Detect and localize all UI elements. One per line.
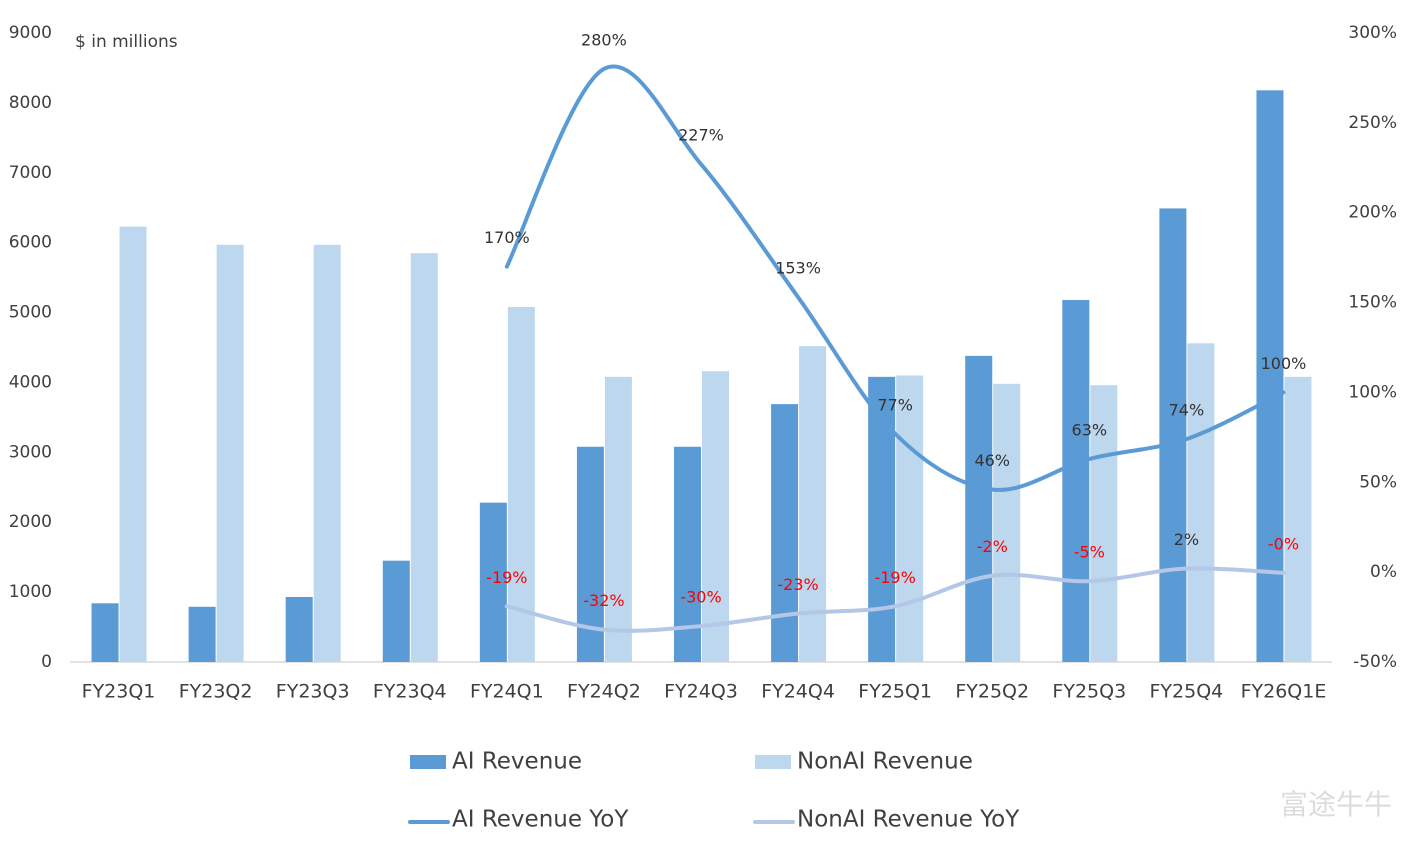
y-tick-label: 7000: [9, 163, 52, 183]
bar: [91, 603, 119, 662]
y-tick-label: 4000: [9, 372, 52, 392]
bar: [799, 346, 827, 662]
legend-swatch: [410, 755, 446, 769]
bar: [410, 253, 438, 662]
data-label: -5%: [1074, 543, 1105, 562]
data-label: -23%: [777, 575, 818, 594]
y2-tick-label: -50%: [1353, 652, 1397, 672]
x-tick-label: FY26Q1E: [1241, 681, 1327, 703]
data-label: 46%: [974, 451, 1010, 470]
annotation: $ in millions: [75, 32, 178, 52]
bar: [1187, 343, 1215, 662]
data-label: 74%: [1169, 401, 1205, 420]
y2-tick-label: 300%: [1348, 23, 1397, 43]
y2-tick-label: 50%: [1359, 472, 1397, 492]
bar: [771, 404, 799, 662]
x-tick-label: FY25Q4: [1150, 681, 1224, 703]
data-label: -0%: [1268, 534, 1299, 553]
bar: [604, 376, 632, 662]
data-label: -19%: [874, 568, 915, 587]
bar: [119, 226, 147, 662]
x-tick-label: FY24Q4: [761, 681, 835, 703]
y2-tick-label: 250%: [1348, 113, 1397, 133]
bar: [868, 376, 896, 662]
x-tick-label: FY23Q2: [179, 681, 253, 703]
x-tick-label: FY23Q4: [373, 681, 447, 703]
bar: [993, 383, 1021, 662]
data-label: -2%: [977, 537, 1008, 556]
bar: [313, 244, 341, 662]
x-tick-label: FY24Q1: [470, 681, 544, 703]
legend-label: AI Revenue YoY: [452, 807, 629, 833]
watermark: 富途牛牛: [1280, 788, 1392, 821]
data-label: -19%: [486, 568, 527, 587]
y-tick-label: 0: [41, 652, 52, 672]
x-tick-label: FY25Q3: [1052, 681, 1126, 703]
bar: [965, 355, 993, 662]
y-tick-label: 2000: [9, 512, 52, 532]
legend-label: NonAI Revenue YoY: [797, 807, 1020, 833]
legend-swatch: [755, 755, 791, 769]
data-label: 227%: [678, 126, 724, 145]
bar: [1090, 385, 1118, 662]
data-label: 63%: [1072, 420, 1108, 439]
y-tick-label: 6000: [9, 233, 52, 253]
y-tick-label: 1000: [9, 582, 52, 602]
x-tick-label: FY24Q2: [567, 681, 641, 703]
data-label: -32%: [583, 591, 624, 610]
x-tick-label: FY23Q1: [82, 681, 156, 703]
x-tick-label: FY23Q3: [276, 681, 350, 703]
bar: [216, 244, 244, 662]
bar: [188, 606, 216, 662]
bar: [285, 597, 313, 662]
data-label: 153%: [775, 259, 821, 278]
y2-tick-label: 150%: [1348, 293, 1397, 313]
bar: [1159, 208, 1187, 662]
line: [504, 64, 1286, 492]
x-tick-label: FY24Q3: [664, 681, 738, 703]
x-tick-label: FY25Q1: [858, 681, 932, 703]
y2-tick-label: 200%: [1348, 203, 1397, 223]
data-label: 280%: [581, 30, 627, 49]
data-label: -30%: [680, 588, 721, 607]
bar: [896, 375, 924, 662]
y-tick-label: 5000: [9, 303, 52, 323]
bar: [1284, 376, 1312, 662]
bar: [507, 306, 535, 662]
y2-tick-label: 100%: [1348, 382, 1397, 402]
data-label: 100%: [1261, 354, 1307, 373]
bar: [1062, 299, 1090, 662]
y-tick-label: 9000: [9, 23, 52, 43]
data-label: 170%: [484, 228, 530, 247]
y2-tick-label: 0%: [1370, 562, 1397, 582]
bar: [382, 560, 410, 662]
data-label: 77%: [877, 395, 913, 414]
bar: [702, 371, 729, 662]
y-tick-label: 8000: [9, 93, 52, 113]
legend-label: NonAI Revenue: [797, 749, 973, 775]
x-tick-label: FY25Q2: [955, 681, 1029, 703]
bar: [479, 502, 507, 662]
bar: [1256, 90, 1284, 662]
data-label: 2%: [1174, 530, 1199, 549]
line: [504, 566, 1286, 633]
legend-label: AI Revenue: [452, 749, 582, 775]
y-tick-label: 3000: [9, 442, 52, 462]
